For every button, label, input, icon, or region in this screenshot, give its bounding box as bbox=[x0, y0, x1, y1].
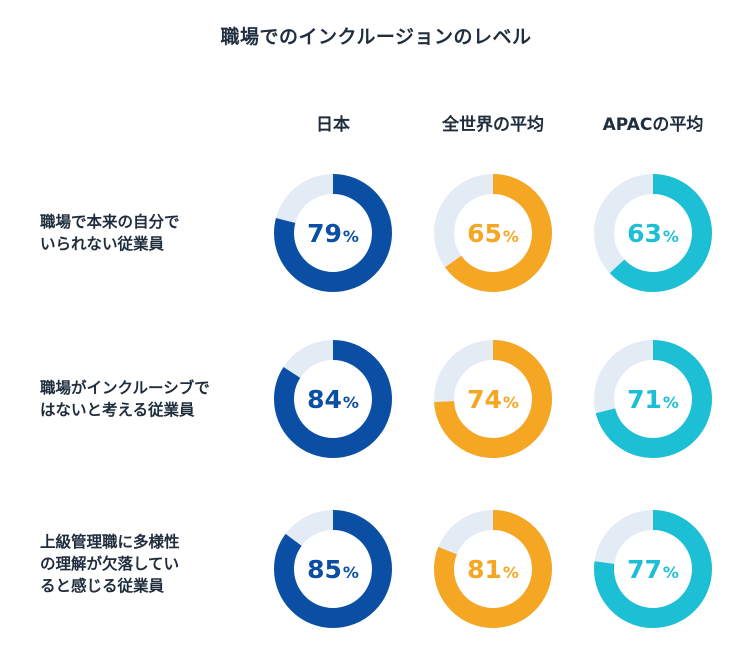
donut-value-arc bbox=[434, 510, 552, 628]
donut-value-number: 85 bbox=[307, 554, 342, 584]
column-header-apac: APACの平均 bbox=[602, 115, 704, 135]
donut-value-unit: % bbox=[502, 226, 519, 246]
donut-svg bbox=[274, 174, 392, 292]
row-label-authentic-self: 職場で本来の自分で いられない従業員 bbox=[40, 213, 180, 253]
donut-global-row-3: 81% bbox=[433, 509, 553, 629]
donut-value-label: 84% bbox=[273, 339, 393, 459]
donut-value-unit: % bbox=[342, 392, 359, 412]
donut-value-arc bbox=[434, 174, 552, 292]
row-label-not-inclusive: 職場がインクルーシブで はないと考える従業員 bbox=[40, 379, 210, 419]
donut-value-arc bbox=[594, 174, 712, 292]
donut-value-number: 81 bbox=[467, 554, 502, 584]
donut-svg bbox=[434, 174, 552, 292]
donut-value-number: 77 bbox=[627, 554, 662, 584]
donut-svg bbox=[434, 340, 552, 458]
donut-value-number: 65 bbox=[467, 218, 502, 248]
donut-value-label: 81% bbox=[433, 509, 553, 629]
donut-apac-row-1: 63% bbox=[593, 173, 713, 293]
donut-svg bbox=[274, 340, 392, 458]
chart-title: 職場でのインクルージョンのレベル bbox=[220, 26, 532, 48]
donut-value-arc bbox=[594, 340, 712, 458]
donut-svg bbox=[594, 510, 712, 628]
donut-svg bbox=[594, 340, 712, 458]
donut-value-unit: % bbox=[502, 392, 519, 412]
donut-global-row-2: 74% bbox=[433, 339, 553, 459]
donut-value-number: 79 bbox=[307, 218, 342, 248]
donut-value-unit: % bbox=[662, 562, 679, 582]
donut-value-unit: % bbox=[662, 226, 679, 246]
row-label-leadership-diversity: 上級管理職に多様性 の理解が欠落してい ると感じる従業員 bbox=[40, 533, 180, 595]
donut-svg bbox=[594, 174, 712, 292]
donut-value-unit: % bbox=[502, 562, 519, 582]
column-header-global: 全世界の平均 bbox=[442, 115, 544, 135]
donut-value-label: 79% bbox=[273, 173, 393, 293]
donut-apac-row-2: 71% bbox=[593, 339, 713, 459]
donut-value-number: 63 bbox=[627, 218, 662, 248]
donut-value-label: 74% bbox=[433, 339, 553, 459]
donut-value-arc bbox=[274, 510, 392, 628]
donut-value-unit: % bbox=[342, 562, 359, 582]
donut-value-unit: % bbox=[662, 392, 679, 412]
donut-value-label: 85% bbox=[273, 509, 393, 629]
donut-japan-row-1: 79% bbox=[273, 173, 393, 293]
donut-value-label: 77% bbox=[593, 509, 713, 629]
donut-value-label: 63% bbox=[593, 173, 713, 293]
donut-value-number: 74 bbox=[467, 384, 502, 414]
donut-value-arc bbox=[434, 340, 552, 458]
donut-value-label: 65% bbox=[433, 173, 553, 293]
donut-japan-row-2: 84% bbox=[273, 339, 393, 459]
donut-value-number: 71 bbox=[627, 384, 662, 414]
donut-value-arc bbox=[274, 340, 392, 458]
donut-svg bbox=[274, 510, 392, 628]
donut-value-number: 84 bbox=[307, 384, 342, 414]
donut-value-unit: % bbox=[342, 226, 359, 246]
donut-value-arc bbox=[274, 174, 392, 292]
donut-apac-row-3: 77% bbox=[593, 509, 713, 629]
donut-value-label: 71% bbox=[593, 339, 713, 459]
donut-global-row-1: 65% bbox=[433, 173, 553, 293]
donut-japan-row-3: 85% bbox=[273, 509, 393, 629]
donut-svg bbox=[434, 510, 552, 628]
donut-value-arc bbox=[594, 510, 712, 628]
column-header-japan: 日本 bbox=[316, 115, 350, 135]
